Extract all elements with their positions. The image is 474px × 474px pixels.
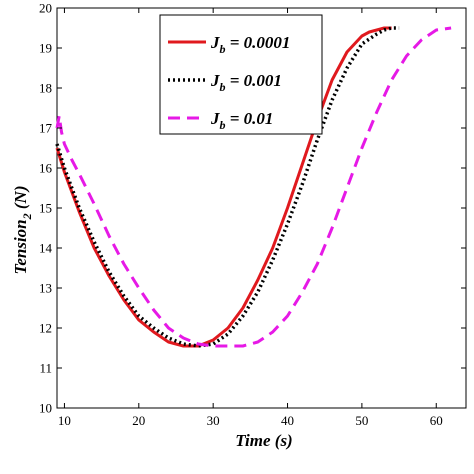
y-tick-label: 15 bbox=[39, 201, 52, 216]
y-tick-label: 12 bbox=[39, 321, 52, 336]
x-tick-label: 10 bbox=[58, 413, 71, 428]
y-axis-title: Tension2 (N) bbox=[11, 186, 34, 275]
x-tick-label: 20 bbox=[132, 413, 145, 428]
legend-label-value: = 0.001 bbox=[226, 71, 282, 90]
y-tick-label: 14 bbox=[39, 241, 53, 256]
legend-label-subscript: b bbox=[220, 118, 226, 132]
y-tick-label: 18 bbox=[39, 81, 52, 96]
y-tick-label: 20 bbox=[39, 1, 52, 16]
x-tick-label: 50 bbox=[355, 413, 368, 428]
legend-label-subscript: b bbox=[220, 80, 226, 94]
series-line-1 bbox=[55, 26, 392, 348]
x-tick-label: 60 bbox=[430, 413, 443, 428]
legend-label-value: = 0.01 bbox=[226, 109, 274, 128]
y-tick-label: 16 bbox=[39, 161, 53, 176]
y-axis-title-unit: (N) bbox=[11, 186, 30, 214]
legend-label-1: Jb = 0.0001 bbox=[210, 33, 290, 56]
axis-ticks: 10 20 30 40 50 60 10 11 12 13 14 15 16 17 18 19 20 bbox=[39, 1, 466, 428]
y-axis-title-main: Tension bbox=[11, 219, 30, 274]
y-tick-label: 11 bbox=[39, 361, 52, 376]
legend-label-3: Jb = 0.01 bbox=[210, 109, 273, 132]
legend-label-value: = 0.0001 bbox=[226, 33, 291, 52]
x-axis-title: Time (s) bbox=[235, 431, 292, 450]
legend-label-main: J bbox=[210, 71, 220, 90]
y-tick-label: 13 bbox=[39, 281, 52, 296]
y-tick-label: 10 bbox=[39, 401, 52, 416]
x-tick-label: 40 bbox=[281, 413, 294, 428]
legend-label-main: J bbox=[210, 109, 220, 128]
legend-box bbox=[159, 14, 323, 135]
x-tick-label: 30 bbox=[207, 413, 220, 428]
y-tick-label: 19 bbox=[39, 41, 52, 56]
y-axis-title-subscript: 2 bbox=[20, 213, 34, 220]
legend-label-subscript: b bbox=[220, 42, 226, 56]
legend-label-2: Jb = 0.001 bbox=[210, 71, 282, 94]
legend-label-main: J bbox=[210, 33, 220, 52]
series-line-3 bbox=[55, 26, 452, 348]
y-tick-label: 17 bbox=[39, 121, 53, 136]
